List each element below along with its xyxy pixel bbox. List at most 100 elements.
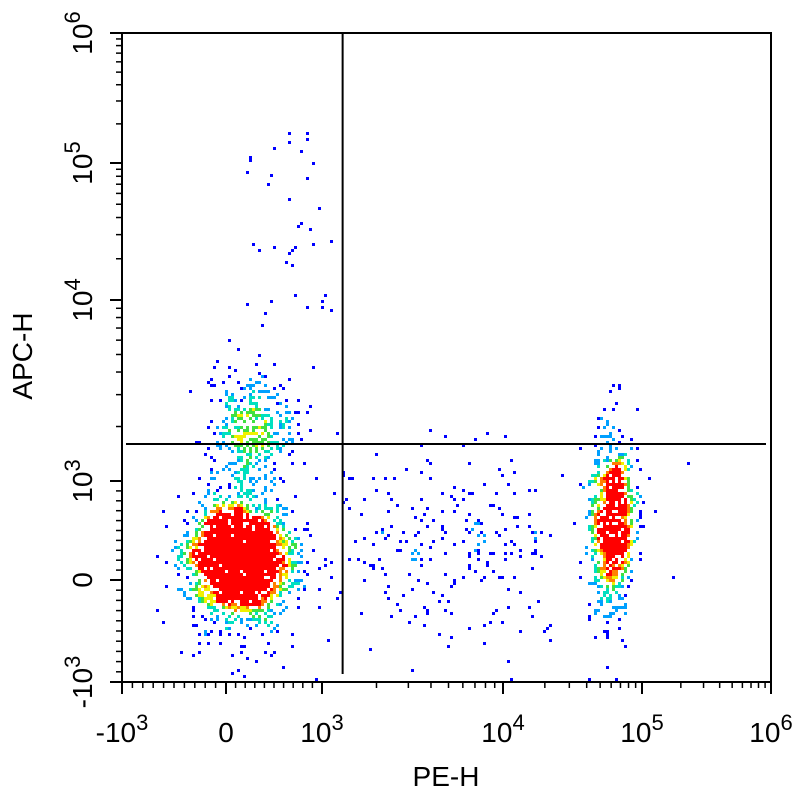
event-dot (264, 477, 267, 480)
event-dot (573, 522, 576, 525)
event-dot (234, 513, 237, 516)
event-dot (426, 609, 429, 612)
event-dot (621, 576, 624, 579)
event-dot (258, 477, 261, 480)
event-dot (252, 543, 255, 546)
event-dot (612, 564, 615, 567)
event-dot (252, 534, 255, 537)
event-dot (195, 570, 198, 573)
event-dot (624, 612, 627, 615)
event-dot (288, 426, 291, 429)
event-dot (219, 582, 222, 585)
event-dot (606, 435, 609, 438)
event-dot (264, 312, 267, 315)
event-dot (273, 468, 276, 471)
event-dot (228, 579, 231, 582)
event-dot (228, 405, 231, 408)
event-dot (300, 543, 303, 546)
event-dot (273, 534, 276, 537)
event-dot (180, 552, 183, 555)
event-dot (264, 489, 267, 492)
event-dot (210, 576, 213, 579)
event-dot (621, 462, 624, 465)
event-dot (612, 606, 615, 609)
event-dot (258, 396, 261, 399)
event-dot (285, 606, 288, 609)
event-dot (372, 477, 375, 480)
event-dot (264, 501, 267, 504)
event-dot (213, 504, 216, 507)
event-dot (258, 606, 261, 609)
event-dot (639, 552, 642, 555)
event-dot (600, 483, 603, 486)
event-dot (609, 477, 612, 480)
event-dot (258, 354, 261, 357)
event-dot (240, 459, 243, 462)
event-dot (264, 537, 267, 540)
event-dot (219, 588, 222, 591)
event-dot (270, 552, 273, 555)
event-dot (270, 564, 273, 567)
event-dot (243, 435, 246, 438)
event-dot (249, 612, 252, 615)
event-dot (237, 549, 240, 552)
event-dot (222, 585, 225, 588)
event-dot (255, 507, 258, 510)
event-dot (261, 570, 264, 573)
event-dot (264, 612, 267, 615)
event-dot (621, 507, 624, 510)
x-tick-label: 106 (749, 710, 792, 748)
event-dot (222, 531, 225, 534)
y-tick-label: 104 (60, 278, 98, 321)
event-dot (276, 594, 279, 597)
event-dot (183, 552, 186, 555)
event-dot (279, 558, 282, 561)
event-dot (381, 567, 384, 570)
event-dot (261, 540, 264, 543)
event-dot (240, 489, 243, 492)
event-dot (615, 585, 618, 588)
event-dot (216, 561, 219, 564)
event-dot (237, 552, 240, 555)
event-dot (186, 546, 189, 549)
event-dot (231, 540, 234, 543)
event-dot (291, 462, 294, 465)
event-dot (261, 633, 264, 636)
event-dot (621, 537, 624, 540)
event-dot (228, 564, 231, 567)
event-dot (225, 390, 228, 393)
event-dot (243, 420, 246, 423)
event-dot (603, 534, 606, 537)
event-dot (609, 552, 612, 555)
event-dot (237, 477, 240, 480)
event-dot (255, 570, 258, 573)
event-dot (588, 525, 591, 528)
event-dot (270, 570, 273, 573)
event-dot (228, 339, 231, 342)
event-dot (216, 360, 219, 363)
event-dot (369, 648, 372, 651)
event-dot (636, 537, 639, 540)
event-dot (195, 624, 198, 627)
event-dot (195, 537, 198, 540)
event-dot (228, 576, 231, 579)
event-dot (534, 549, 537, 552)
event-dot (600, 603, 603, 606)
event-dot (606, 537, 609, 540)
event-dot (252, 570, 255, 573)
event-dot (219, 576, 222, 579)
event-dot (627, 489, 630, 492)
event-dot (285, 507, 288, 510)
event-dot (234, 609, 237, 612)
event-dot (441, 594, 444, 597)
event-dot (225, 573, 228, 576)
event-dot (192, 516, 195, 519)
event-dot (621, 513, 624, 516)
event-dot (240, 531, 243, 534)
event-dot (612, 462, 615, 465)
event-dot (234, 588, 237, 591)
event-dot (612, 408, 615, 411)
event-dot (216, 594, 219, 597)
event-dot (246, 489, 249, 492)
event-dot (249, 627, 252, 630)
